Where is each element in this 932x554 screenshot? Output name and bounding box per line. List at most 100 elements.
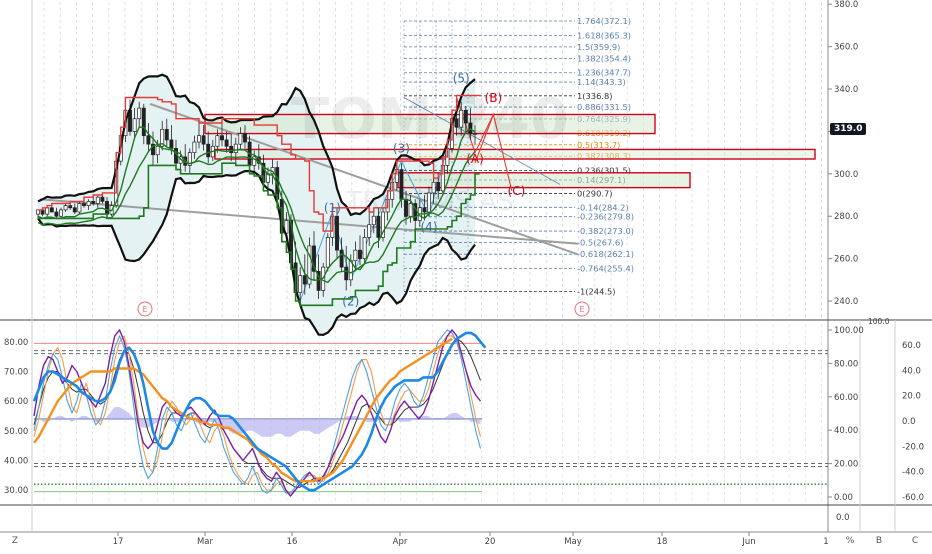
time-tick-label: 18 <box>657 537 668 547</box>
auto-scale-button[interactable]: C <box>911 536 919 546</box>
wave-label: (1) <box>324 201 341 215</box>
candle-body <box>187 152 192 166</box>
osc-right-tick-label: 60.00 <box>834 393 858 403</box>
price-tick-label: 260.0 <box>834 255 858 265</box>
oscillator-axes[interactable]: 30.00 40.00 50.00 60.00 70.00 80.00 0.00 20.00 4… <box>4 317 924 523</box>
elliott-wave-path <box>299 95 462 302</box>
price-tick-label: 380.0 <box>834 0 858 10</box>
price-tick-label: 360.0 <box>834 43 858 53</box>
candle-body <box>45 207 50 215</box>
osc-second-axis-label: -20.0 <box>902 442 924 452</box>
fib-level-label: 1.236(347.7) <box>577 68 631 78</box>
candle-body <box>312 245 316 272</box>
fib-level-label: -1(244.5) <box>577 287 616 297</box>
fib-level-label: 1.14(343.3) <box>577 77 626 87</box>
candle-body <box>302 275 307 285</box>
event-marker <box>574 301 590 317</box>
candle-body <box>459 109 464 128</box>
lower-trendline <box>39 198 579 245</box>
candle-body <box>307 245 312 285</box>
price-indicators <box>37 73 480 337</box>
candle-body <box>252 156 257 166</box>
osc-second-axis-label: 20.0 <box>902 392 921 402</box>
osc-right-tick-label: 80.00 <box>834 359 858 369</box>
fib-level-label: -0.618(262.1) <box>577 249 634 259</box>
fib-level-label: -0.236(279.8) <box>577 212 634 222</box>
candle-body <box>95 196 100 204</box>
candle-body <box>105 201 109 215</box>
percent-scale-button[interactable]: % <box>845 536 855 546</box>
time-tick-label: 1 <box>823 537 828 547</box>
candle-body <box>335 215 339 251</box>
osc-right-tick-label: 0.00 <box>834 493 853 503</box>
candle-body <box>344 266 349 281</box>
candle-body <box>243 133 247 143</box>
osc-left-tick-label: 60.00 <box>4 397 28 407</box>
candle-body <box>155 145 160 156</box>
fib-level-label: 0.382(308.3) <box>577 151 631 161</box>
osc-histogram-area <box>34 407 481 437</box>
osc-second-axis-label: 60.0 <box>902 341 921 351</box>
candle-body <box>77 203 82 213</box>
candle-body <box>220 135 224 141</box>
wave-label: (2) <box>342 294 359 308</box>
candle-body <box>362 237 367 259</box>
symbol-watermark: TOM 240 TRI ARMS AS <box>291 87 569 217</box>
osc-second-axis-label: 0.0 <box>902 417 916 427</box>
fib-level-label: 0.236(301.5) <box>577 166 631 176</box>
candle-body <box>197 135 201 143</box>
fib-level-label: -0.382(273.0) <box>577 226 634 236</box>
moving-average-fast <box>37 126 476 282</box>
price-tick-label: 300.0 <box>834 170 858 180</box>
candle-body <box>137 107 142 120</box>
timezone-button[interactable]: Z <box>11 536 19 546</box>
osc-series-line <box>33 335 482 494</box>
candle-body <box>169 139 174 149</box>
time-x-axis[interactable]: 17 Mar 16 Apr 20 May 18 Jun 1 <box>113 532 829 547</box>
time-tick-label: Apr <box>393 537 408 547</box>
candle-body <box>49 207 54 213</box>
candle-body <box>431 181 436 194</box>
bollinger-lower <box>37 170 476 337</box>
candle-body <box>427 192 431 213</box>
fib-level-label: 1.382(354.4) <box>577 54 631 64</box>
candle-body <box>141 107 146 137</box>
candle-body <box>54 211 59 217</box>
donchian-upper <box>38 94 480 232</box>
candle-body <box>151 143 155 156</box>
event-marker-label: E <box>142 305 147 314</box>
time-tick-label: May <box>564 537 582 547</box>
osc-left-tick-label: 30.00 <box>4 486 28 496</box>
fib-level-label: -0.764(255.4) <box>577 263 634 273</box>
candle-body <box>325 237 330 268</box>
wave-label: (C) <box>508 184 526 198</box>
candle-body <box>463 109 468 124</box>
osc-right-tick-label: 20.00 <box>834 460 858 470</box>
wave-label: (A) <box>466 152 484 166</box>
osc-series-line <box>33 329 482 494</box>
candle-body <box>298 275 303 293</box>
candle-body <box>59 209 63 217</box>
candle-body <box>146 135 151 145</box>
candle-body <box>160 128 165 147</box>
fib-level-label: 1.618(365.3) <box>577 30 631 40</box>
candle-body <box>436 181 441 192</box>
candle-body <box>376 215 381 238</box>
elliott-wave-labels: (1) (2) (3) (4) (5) (A) (B) (C) E E <box>137 72 590 317</box>
candle-body <box>215 135 220 147</box>
candle-body <box>381 211 385 238</box>
osc-right-tick-label: 100.00 <box>834 326 864 336</box>
donchian-lower <box>38 162 480 307</box>
oscillator-panel <box>32 324 828 502</box>
log-scale-button[interactable]: B <box>875 536 883 546</box>
wave-label: (B) <box>485 91 503 105</box>
candle-body <box>367 224 372 238</box>
wave-label: (3) <box>393 142 410 156</box>
candle-body <box>316 271 321 291</box>
last-price-tag: 319.0 <box>830 123 867 135</box>
osc-second-axis-label: -40.0 <box>902 468 924 478</box>
fib-level-label: 1.764(372.1) <box>577 16 631 26</box>
candle-body <box>371 215 376 226</box>
candle-body <box>68 205 73 209</box>
